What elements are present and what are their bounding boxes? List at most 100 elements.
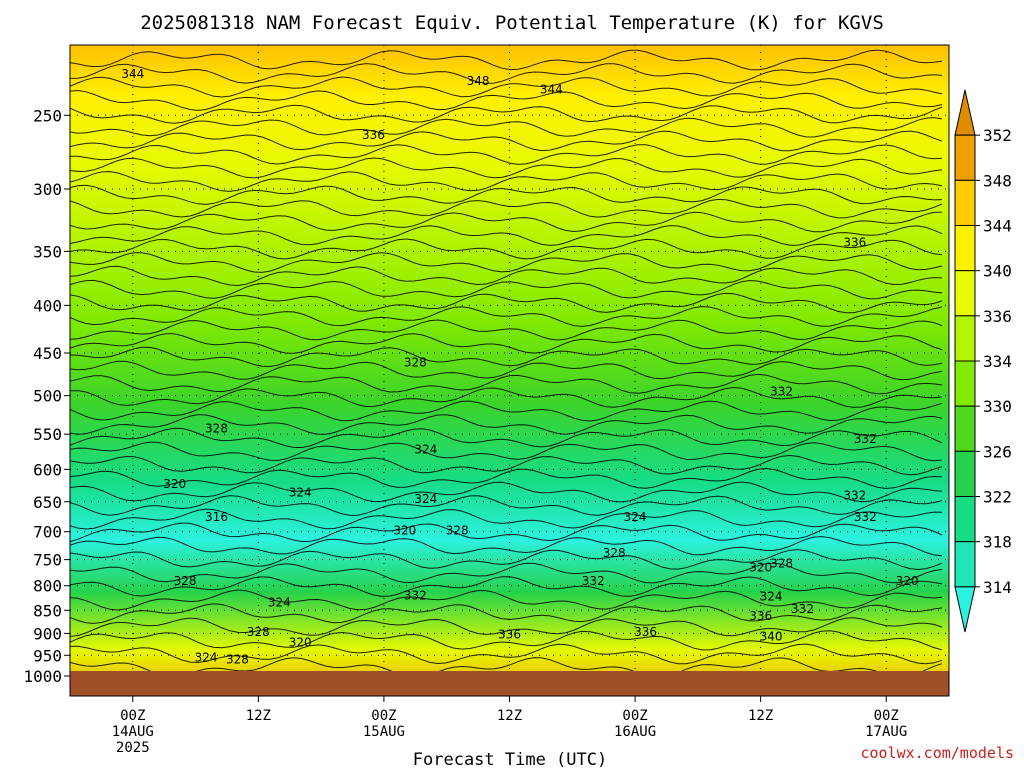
- credit-text: coolwx.com/models: [860, 744, 1014, 762]
- contour-label: 332: [791, 602, 814, 616]
- contour-line: [70, 117, 943, 138]
- contour-line: [70, 603, 943, 624]
- colorbar: 352 348 344 340 336 334 330 326 322 318 314: [954, 89, 1012, 633]
- contour-line: [70, 427, 943, 448]
- contour-labels: 344 348 344 336 336 328 332 328 332 324 320 324 324 3…: [121, 67, 918, 667]
- contour-label: 324: [414, 443, 437, 457]
- time-tick-label: 12Z: [497, 708, 522, 724]
- contour-line: [70, 171, 943, 192]
- contour-line: [70, 576, 943, 597]
- contour-label: 336: [498, 628, 521, 642]
- colorbar-segment: [954, 179, 976, 226]
- contour-line: [70, 238, 943, 260]
- contour-line: [70, 414, 943, 435]
- pressure-tick-label: 400: [33, 296, 62, 315]
- contour-line: [70, 589, 943, 611]
- contour-line: [70, 319, 943, 341]
- contour-line: [70, 130, 943, 152]
- colorbar-label: 348: [983, 171, 1012, 190]
- contour-line: [70, 104, 943, 124]
- contour-label: 332: [854, 432, 877, 446]
- contour-line: [70, 536, 943, 557]
- time-tick-label: 12Z: [246, 708, 271, 724]
- pressure-tick-label: 800: [33, 577, 62, 596]
- colorbar-segment: [954, 541, 976, 588]
- year-tick-label: 2025: [116, 740, 150, 756]
- contour-line: [70, 562, 943, 584]
- colorbar-label: 334: [983, 352, 1012, 371]
- colorbar-segment: [954, 134, 976, 181]
- colorbar-bottom-triangle: [954, 586, 976, 633]
- contour-label: 324: [414, 492, 437, 506]
- contour-line: [70, 643, 943, 665]
- contour-line: [70, 89, 943, 111]
- temperature-field: [70, 45, 949, 696]
- contour-label: 328: [226, 653, 249, 667]
- pressure-tick-label: 350: [33, 242, 62, 261]
- contour-label: 332: [854, 510, 877, 524]
- contour-line: [70, 400, 943, 422]
- contour-line: [70, 305, 943, 327]
- contour-label: 328: [603, 546, 626, 560]
- contour-line: [70, 454, 943, 476]
- time-tick-label: 12Z: [748, 708, 773, 724]
- pressure-tick-label: 850: [33, 601, 62, 620]
- contour-line: [70, 522, 943, 543]
- colorbar-segment: [954, 360, 976, 407]
- colorbar-label: 330: [983, 397, 1012, 416]
- contour-label: 324: [268, 595, 291, 609]
- contour-label: 344: [540, 83, 563, 97]
- contour-label: 324: [624, 510, 647, 524]
- pressure-tick-label: 250: [33, 106, 62, 125]
- contour-line: [70, 333, 943, 354]
- contour-line: [70, 373, 943, 395]
- colorbar-label: 322: [983, 488, 1012, 507]
- contour-line: [70, 495, 943, 516]
- colorbar-label: 314: [983, 578, 1012, 597]
- contour-line: [70, 441, 943, 462]
- contour-label: 336: [634, 625, 657, 639]
- contour-label: 336: [749, 609, 772, 623]
- date-tick-label: 16AUG: [614, 724, 656, 740]
- contour-label: 348: [467, 74, 490, 88]
- contour-label: 332: [770, 385, 793, 399]
- contour-line: [70, 211, 943, 233]
- contour-line: [70, 467, 943, 490]
- time-tick-label: 00Z: [874, 708, 899, 724]
- contour-line: [70, 144, 943, 165]
- x-axis-label: Forecast Time (UTC): [413, 750, 607, 768]
- contour-line: [70, 292, 943, 314]
- pressure-axis: 250 300 350 400 450 500 550 600 650 700 750 800 850 9…: [23, 106, 70, 686]
- contour-label: 328: [174, 574, 197, 588]
- contour-line: [70, 630, 943, 651]
- pressure-tick-label: 550: [33, 425, 62, 444]
- chart-title: 2025081318 NAM Forecast Equiv. Potential…: [140, 12, 884, 34]
- time-tick-label: 00Z: [120, 708, 145, 724]
- contour-line: [70, 76, 943, 98]
- contour-label: 332: [582, 574, 605, 588]
- colorbar-label: 344: [983, 217, 1012, 236]
- pressure-tick-label: 600: [33, 460, 62, 479]
- contour-line: [70, 279, 943, 300]
- contour-line: [70, 225, 943, 246]
- contour-label: 324: [760, 590, 783, 604]
- contour-line: [70, 346, 943, 368]
- contour-label: 328: [770, 557, 793, 571]
- contour-label: 316: [205, 510, 228, 524]
- pressure-tick-label: 450: [33, 344, 62, 363]
- time-tick-label: 00Z: [371, 708, 396, 724]
- colorbar-label: 318: [983, 533, 1012, 552]
- pressure-tick-label: 900: [33, 624, 62, 643]
- colorbar-label: 326: [983, 442, 1012, 461]
- contour-lines: [70, 49, 943, 678]
- contour-line: [70, 508, 943, 530]
- contour-line: [70, 617, 943, 637]
- contour-label: 320: [393, 524, 416, 538]
- pressure-tick-label: 750: [33, 551, 62, 570]
- colorbar-label: 336: [983, 307, 1012, 326]
- contour-line: [70, 252, 943, 273]
- date-tick-label: 14AUG: [112, 724, 154, 740]
- time-tick-label: 00Z: [622, 708, 647, 724]
- contour-label: 328: [205, 422, 228, 436]
- contour-label: 324: [289, 486, 312, 500]
